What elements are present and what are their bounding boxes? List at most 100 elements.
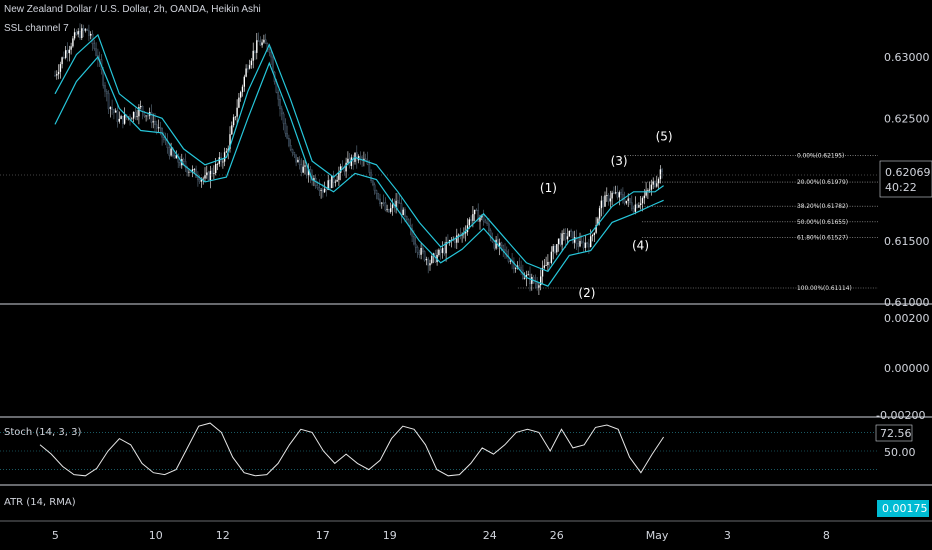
elliott-wave-labels[interactable]: (1) (2) (3) (4) (5) [540,129,673,300]
price-axis[interactable]: 0.63000 0.62500 0.61500 0.61000 [884,51,930,309]
candle-body [473,209,476,215]
time-tick-2: 12 [216,529,230,542]
candle-body [232,117,235,126]
candle-body [347,158,349,163]
candle-body [643,195,645,199]
candle-body [540,276,542,286]
candle-body [638,205,640,208]
candle-body [566,236,569,240]
candle-body [554,245,556,253]
candle-body [225,151,228,153]
fibonacci-retracement[interactable]: 0.00%(0.62195) 20.00%(0.61979) 38.20%(0.61… [517,152,878,292]
candle-body [116,110,119,122]
candle-body [61,57,63,65]
wave-label-3: (3) [611,154,628,168]
chart-title[interactable]: New Zealand Dollar / U.S. Dollar, 2h, OA… [4,4,261,15]
bar-countdown: 40:22 [885,181,917,194]
candle-body [279,99,281,110]
macd-tick-1: 0.00000 [884,362,930,375]
candle-body [152,121,154,123]
candle-body [270,51,272,58]
candle-body [105,91,108,94]
price-tick-3: 0.61000 [884,296,930,309]
time-tick-5: 24 [483,529,497,542]
candle-body [550,251,553,263]
candle-body [154,121,156,125]
candle-body [582,242,585,249]
candle-body [590,236,592,247]
candle-body [398,202,401,204]
last-price-value: 0.62069 [885,166,931,179]
candle-body [372,180,374,185]
candle-body [625,200,628,204]
candle-body [564,233,567,240]
candle-body [575,237,578,244]
candle-body [468,219,470,226]
candle-body [286,133,288,139]
candle-body [302,166,304,173]
candle-body [250,60,253,66]
candle-body [390,208,392,212]
candle-body [395,200,397,208]
candle-body [572,231,574,243]
macd-tick-0: 0.00200 [884,312,930,325]
candle-body [107,93,110,110]
candle-body [252,50,254,61]
time-axis[interactable]: 5 10 12 17 19 24 26 May 3 8 [52,529,830,542]
stoch-title[interactable]: Stoch (14, 3, 3) [4,427,81,438]
candle-body [280,108,283,115]
time-tick-1: 10 [149,529,163,542]
fib-level-label-1: 20.00%(0.61979) [797,178,848,186]
stoch-value-badge [875,424,913,442]
candle-body [200,179,203,182]
candle-body [207,172,210,181]
candle-body [561,233,563,245]
candle-body [472,214,474,221]
candle-body [532,276,535,283]
candle-body [500,242,503,246]
candle-body [427,258,430,266]
candle-body [263,39,265,43]
candle-body [229,134,231,149]
candle-body [282,113,285,124]
candle-body [384,202,387,211]
candle-body [179,162,181,166]
candle-body [256,40,258,53]
candle-body [93,43,96,49]
candle-body [577,243,580,247]
candle-body [580,240,583,243]
candle-body [627,198,629,201]
fib-level-label-2: 38.20%(0.61782) [797,202,848,210]
time-tick-7: May [646,529,669,542]
candle-body [595,225,597,233]
candle-body [277,92,280,100]
candle-body [504,249,506,252]
candle-body [431,256,433,264]
candle-body [470,219,472,222]
candle-body [248,65,251,69]
candle-body [397,200,399,203]
candle-body [241,86,244,93]
candle-body [82,28,85,31]
candle-body [131,118,133,120]
candle-body [259,41,262,46]
atr-title[interactable]: ATR (14, RMA) [4,497,76,508]
candle-body [615,192,617,194]
price-tick-1: 0.62500 [884,112,930,125]
candle-body [123,114,126,124]
fib-level-label-4: 61.80%(0.61527) [797,233,848,241]
candle-body [70,46,72,50]
candle-body [543,265,545,268]
candle-body [568,230,570,237]
candle-body [68,49,70,54]
time-tick-4: 19 [383,529,397,542]
candle-body [404,209,406,217]
candle-body [345,162,347,172]
ssl-indicator-title[interactable]: SSL channel 7 [4,23,69,34]
candle-body [488,223,490,231]
candle-body [657,179,660,184]
candle-body [304,165,306,167]
candle-body [340,166,342,173]
candle-body [243,76,245,87]
